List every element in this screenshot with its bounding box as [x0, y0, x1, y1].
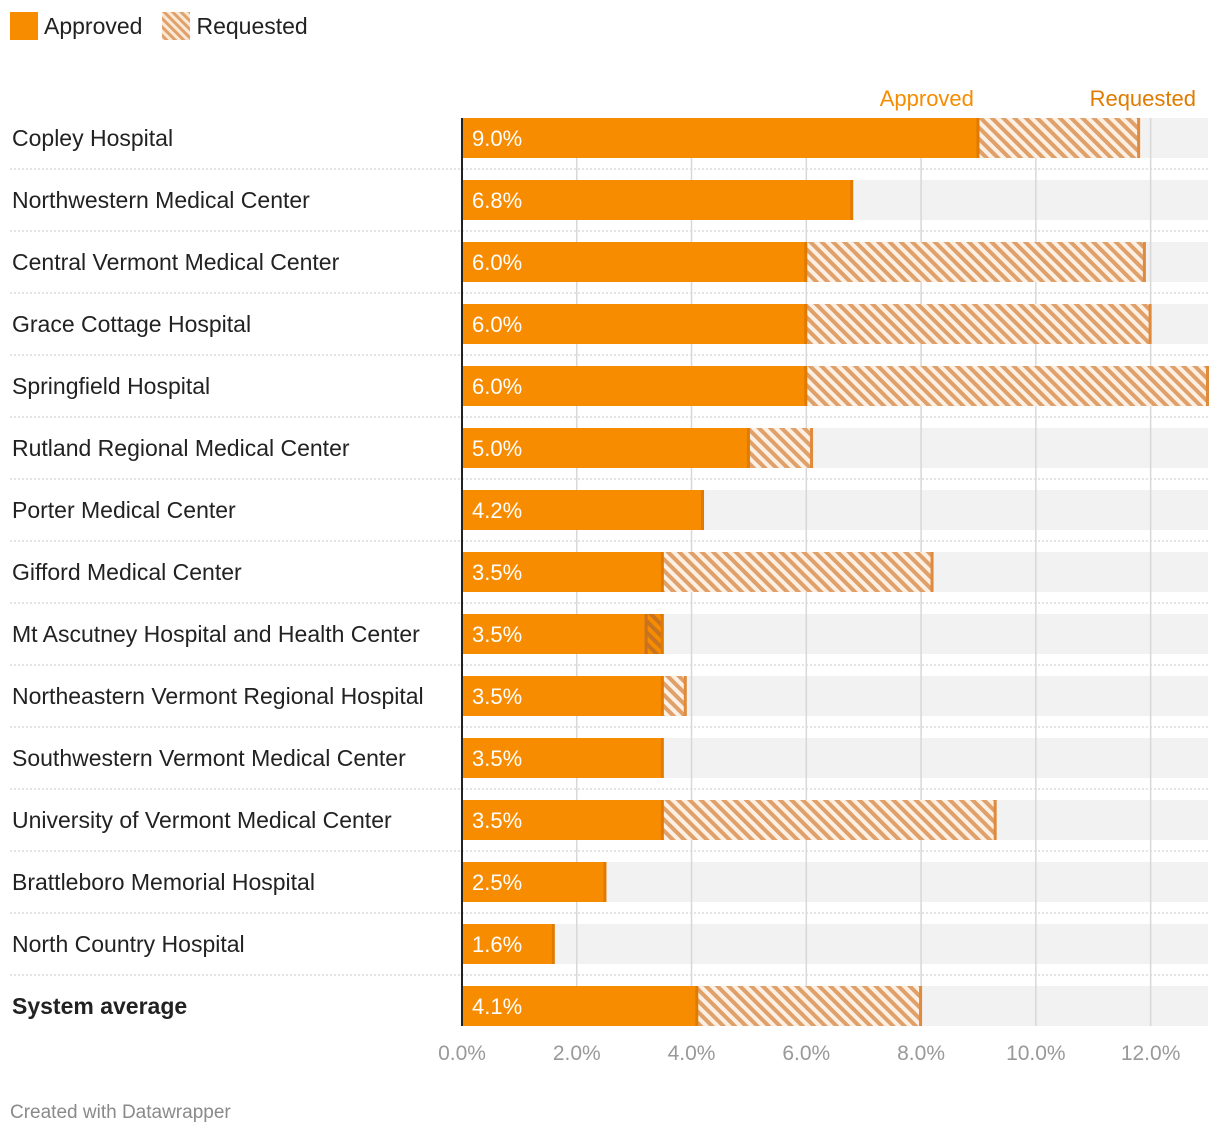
approved-end-brattleboro-memorial-hospital: [603, 862, 607, 902]
approved-swatch-icon: [10, 12, 38, 40]
requested-end-grace-cottage-hospital: [1148, 304, 1152, 344]
value-label-central-vermont-medical-center: 6.0%: [472, 250, 522, 275]
x-tick-label-8: 8.0%: [897, 1042, 945, 1065]
legend: Approved Requested: [10, 12, 328, 40]
requested-end-central-vermont-medical-center: [1142, 242, 1146, 282]
x-tick-label-6: 6.0%: [782, 1042, 830, 1065]
category-label-system-average: System average: [12, 993, 187, 1019]
category-label-north-country-hospital: North Country Hospital: [12, 931, 245, 957]
requested-bar-grace-cottage-hospital: [806, 304, 1151, 344]
approved-end-mt-ascutney-hospital-and-health-center: [660, 614, 664, 654]
legend-label-approved: Approved: [44, 12, 143, 39]
legend-item-requested: Requested: [162, 12, 308, 40]
value-label-northwestern-medical-center: 6.8%: [472, 188, 522, 213]
requested-bar-rutland-regional-medical-center: [748, 428, 813, 468]
value-label-system-average: 4.1%: [472, 994, 522, 1019]
category-label-central-vermont-medical-center: Central Vermont Medical Center: [12, 249, 340, 275]
value-label-university-of-vermont-medical-center: 3.5%: [472, 808, 522, 833]
requested-bar-university-of-vermont-medical-center: [662, 800, 996, 840]
requested-bar-central-vermont-medical-center: [806, 242, 1145, 282]
value-label-northeastern-vermont-regional-hospital: 3.5%: [472, 684, 522, 709]
value-label-grace-cottage-hospital: 6.0%: [472, 312, 522, 337]
category-label-university-of-vermont-medical-center: University of Vermont Medical Center: [12, 807, 392, 833]
approved-end-central-vermont-medical-center: [804, 242, 808, 282]
category-label-rutland-regional-medical-center: Rutland Regional Medical Center: [12, 435, 350, 461]
requested-end-springfield-hospital: [1206, 366, 1209, 406]
requested-end-gifford-medical-center: [930, 552, 934, 592]
category-label-brattleboro-memorial-hospital: Brattleboro Memorial Hospital: [12, 869, 315, 895]
requested-end-system-average: [919, 986, 923, 1026]
bar-chart: Approved Requested Copley Hospital 9.0% Nort…: [10, 86, 1209, 1065]
approved-end-grace-cottage-hospital: [804, 304, 808, 344]
value-label-rutland-regional-medical-center: 5.0%: [472, 436, 522, 461]
approved-bar-university-of-vermont-medical-center: [462, 800, 663, 840]
requested-end-rutland-regional-medical-center: [810, 428, 814, 468]
value-label-springfield-hospital: 6.0%: [472, 374, 522, 399]
category-label-southwestern-vermont-medical-center: Southwestern Vermont Medical Center: [12, 745, 406, 771]
approved-bar-system-average: [462, 986, 698, 1026]
approved-bar-northeastern-vermont-regional-hospital: [462, 676, 663, 716]
legend-item-approved: Approved: [10, 12, 142, 40]
value-label-porter-medical-center: 4.2%: [472, 498, 522, 523]
x-tick-label-4: 4.0%: [668, 1042, 716, 1065]
requested-end-university-of-vermont-medical-center: [993, 800, 997, 840]
legend-label-requested: Requested: [196, 12, 308, 39]
approved-bar-northwestern-medical-center: [462, 180, 853, 220]
value-label-copley-hospital: 9.0%: [472, 126, 522, 151]
approved-bar-rutland-regional-medical-center: [462, 428, 749, 468]
value-label-north-country-hospital: 1.6%: [472, 932, 522, 957]
requested-bar-copley-hospital: [978, 118, 1140, 158]
approved-end-rutland-regional-medical-center: [746, 428, 750, 468]
x-tick-label-2: 2.0%: [553, 1042, 601, 1065]
category-label-grace-cottage-hospital: Grace Cottage Hospital: [12, 311, 251, 337]
column-header-requested: Requested: [1090, 86, 1196, 111]
approved-bar-mt-ascutney-hospital-and-health-center: [462, 614, 663, 654]
approved-end-system-average: [695, 986, 699, 1026]
approved-bar-brattleboro-memorial-hospital: [462, 862, 606, 902]
category-label-copley-hospital: Copley Hospital: [12, 125, 173, 151]
requested-bar-mt-ascutney-hospital-and-health-center: [645, 614, 663, 654]
x-tick-label-10: 10.0%: [1006, 1042, 1066, 1065]
requested-end-northeastern-vermont-regional-hospital: [683, 676, 687, 716]
approved-bar-springfield-hospital: [462, 366, 807, 406]
value-label-gifford-medical-center: 3.5%: [472, 560, 522, 585]
requested-end-mt-ascutney-hospital-and-health-center: [644, 614, 648, 654]
requested-swatch-icon: [162, 12, 191, 40]
track-north-country-hospital: [462, 924, 1208, 964]
column-header-approved: Approved: [880, 86, 974, 111]
approved-bar-southwestern-vermont-medical-center: [462, 738, 663, 778]
value-label-mt-ascutney-hospital-and-health-center: 3.5%: [472, 622, 522, 647]
approved-end-porter-medical-center: [701, 490, 705, 530]
approved-bar-central-vermont-medical-center: [462, 242, 807, 282]
requested-bar-northeastern-vermont-regional-hospital: [662, 676, 686, 716]
approved-end-northeastern-vermont-regional-hospital: [660, 676, 664, 716]
category-label-gifford-medical-center: Gifford Medical Center: [12, 559, 242, 585]
approved-bar-gifford-medical-center: [462, 552, 663, 592]
value-label-southwestern-vermont-medical-center: 3.5%: [472, 746, 522, 771]
category-label-northwestern-medical-center: Northwestern Medical Center: [12, 187, 310, 213]
approved-bar-grace-cottage-hospital: [462, 304, 807, 344]
approved-bar-copley-hospital: [462, 118, 979, 158]
requested-bar-gifford-medical-center: [662, 552, 933, 592]
category-label-porter-medical-center: Porter Medical Center: [12, 497, 236, 523]
approved-end-copley-hospital: [976, 118, 980, 158]
x-tick-label-12: 12.0%: [1121, 1042, 1181, 1065]
approved-end-north-country-hospital: [551, 924, 555, 964]
value-label-brattleboro-memorial-hospital: 2.5%: [472, 870, 522, 895]
requested-bar-system-average: [697, 986, 922, 1026]
category-label-northeastern-vermont-regional-hospital: Northeastern Vermont Regional Hospital: [12, 683, 424, 709]
category-label-mt-ascutney-hospital-and-health-center: Mt Ascutney Hospital and Health Center: [12, 621, 420, 647]
x-tick-label-0: 0.0%: [438, 1042, 486, 1065]
category-label-springfield-hospital: Springfield Hospital: [12, 373, 210, 399]
approved-end-northwestern-medical-center: [850, 180, 854, 220]
footer-credit: Created with Datawrapper: [10, 1102, 231, 1123]
approved-bar-porter-medical-center: [462, 490, 704, 530]
approved-end-university-of-vermont-medical-center: [660, 800, 664, 840]
requested-bar-springfield-hospital: [806, 366, 1208, 406]
approved-end-southwestern-vermont-medical-center: [660, 738, 664, 778]
requested-end-copley-hospital: [1137, 118, 1141, 158]
approved-end-gifford-medical-center: [660, 552, 664, 592]
approved-bar-north-country-hospital: [462, 924, 554, 964]
approved-end-springfield-hospital: [804, 366, 808, 406]
